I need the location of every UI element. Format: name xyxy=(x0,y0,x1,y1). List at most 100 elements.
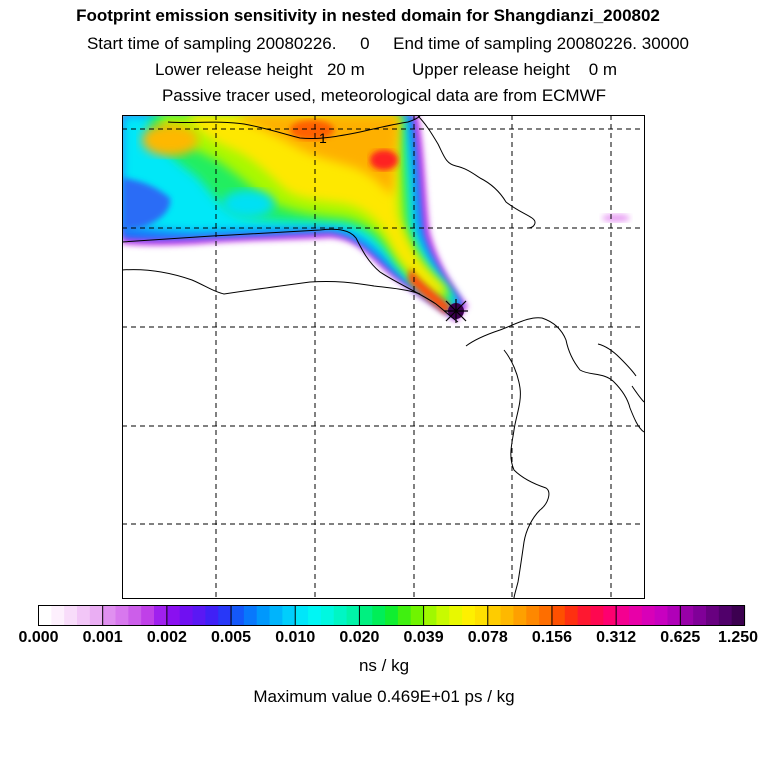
start-time-label: Start time of sampling xyxy=(86,34,252,53)
colorbar-tick-label: 0.001 xyxy=(82,629,123,646)
start-time-value: 20080226. 0 xyxy=(256,34,370,53)
colorbar-cell xyxy=(436,605,450,626)
colorbar-cell xyxy=(308,605,322,626)
field-plume-tail xyxy=(408,268,452,314)
colorbar-cell xyxy=(205,605,219,626)
colorbar-cell xyxy=(397,605,412,626)
colorbar-cell xyxy=(179,605,194,626)
colorbar-cell xyxy=(282,605,296,626)
colorbar-cell xyxy=(218,605,232,626)
coastline-se xyxy=(503,349,550,598)
field-red-spot xyxy=(370,150,398,170)
field-left-blue xyxy=(122,178,171,230)
colorbar-cell xyxy=(320,605,335,626)
colorbar-tick-label: 0.005 xyxy=(211,629,252,646)
sensitivity-field xyxy=(122,115,630,322)
colorbar-cell xyxy=(243,605,258,626)
end-time-label: End time of sampling xyxy=(393,34,552,53)
colorbar-cell xyxy=(256,605,271,626)
colorbar-cell xyxy=(333,605,348,626)
colorbar-dividers xyxy=(102,605,681,626)
colorbar-tick-label: 0.039 xyxy=(403,629,444,646)
coastlines xyxy=(122,115,644,598)
colorbar-cell xyxy=(192,605,206,626)
end-time-value: 20080226. 30000 xyxy=(556,34,690,53)
colorbar-cell xyxy=(449,605,463,626)
colorbar-cell xyxy=(680,605,694,626)
coastline-gulf xyxy=(122,228,459,323)
colorbar-cell xyxy=(462,605,476,626)
colorbar-cell xyxy=(731,605,746,626)
colorbar-cell xyxy=(539,605,553,626)
coastline-east xyxy=(465,317,644,433)
colorbar-cell xyxy=(590,605,604,626)
colorbar-cell xyxy=(346,605,361,626)
field-red-spot-2 xyxy=(290,120,334,140)
colorbar-cell xyxy=(51,605,65,626)
colorbar-cell xyxy=(641,605,656,626)
colorbar-cell xyxy=(166,605,181,626)
colorbar-cell xyxy=(564,605,579,626)
tracer-note: Passive tracer used, meteorological data… xyxy=(161,86,607,105)
colorbar-frame xyxy=(38,605,745,626)
colorbar-cell xyxy=(474,605,489,626)
colorbar-cell xyxy=(231,605,245,626)
field-east-patch xyxy=(602,214,630,222)
colorbar-tick-label: 0.010 xyxy=(275,629,316,646)
coastline-north xyxy=(167,115,421,139)
field-cyan-pocket xyxy=(222,190,274,218)
colorbar-cell xyxy=(718,605,733,626)
colorbar-cell xyxy=(128,605,142,626)
field-orange-west xyxy=(142,124,198,156)
colorbar-cell xyxy=(513,605,527,626)
colorbar-cell xyxy=(693,605,707,626)
colorbar-cell xyxy=(115,605,129,626)
colorbar-cell xyxy=(487,605,502,626)
colorbar-cell xyxy=(628,605,643,626)
colorbar-cell xyxy=(38,605,52,626)
contour-label: 1 xyxy=(319,130,327,146)
colorbar-cell xyxy=(410,605,425,626)
colorbar-tick-label: 0.000 xyxy=(18,629,59,646)
coastline-peninsula xyxy=(417,115,536,229)
colorbar-cell xyxy=(526,605,540,626)
colorbar-cell xyxy=(577,605,592,626)
colorbar-cell xyxy=(616,605,630,626)
colorbar-tick-label: 0.002 xyxy=(146,629,187,646)
map-frame xyxy=(122,115,645,599)
maximum-value: Maximum value 0.469E+01 ps / kg xyxy=(253,687,515,706)
colorbar-tick-label: 0.312 xyxy=(596,629,637,646)
colorbar-cell xyxy=(77,605,91,626)
lower-height-value: 20 m xyxy=(326,60,365,79)
colorbar-tick-label: 0.078 xyxy=(467,629,508,646)
map-title: Footprint emission sensitivity in nested… xyxy=(76,6,660,25)
receptor-star-icon xyxy=(444,299,468,323)
lat-lon-grid xyxy=(122,115,644,598)
colorbar-cell xyxy=(500,605,515,626)
coastline-south xyxy=(122,269,421,295)
colorbar-tick-label: 0.020 xyxy=(339,629,380,646)
release-height-line: Lower release height 20 m Upper release … xyxy=(2,60,768,80)
colorbar-cell xyxy=(654,605,669,626)
sampling-time-line: Start time of sampling 20080226. 0 End t… xyxy=(4,34,768,54)
colorbar-cell xyxy=(385,605,399,626)
coastline-island-2 xyxy=(631,385,644,403)
colorbar-tick-label: 1.250 xyxy=(717,629,759,646)
colorbar-cells xyxy=(38,605,746,626)
colorbar-cell xyxy=(154,605,168,626)
colorbar-cell xyxy=(295,605,309,626)
field-orange-north xyxy=(240,115,400,196)
colorbar-cell xyxy=(359,605,373,626)
colorbar-cell xyxy=(705,605,720,626)
colorbar-cell xyxy=(89,605,104,626)
colorbar-cell xyxy=(667,605,681,626)
colorbar-cell xyxy=(423,605,438,626)
colorbar-cell xyxy=(603,605,617,626)
upper-height-value: 0 m xyxy=(588,60,618,79)
colorbar-cell xyxy=(372,605,386,626)
colorbar-cell xyxy=(141,605,155,626)
colorbar-tick-label: 0.156 xyxy=(531,629,572,646)
colorbar-cell xyxy=(102,605,117,626)
